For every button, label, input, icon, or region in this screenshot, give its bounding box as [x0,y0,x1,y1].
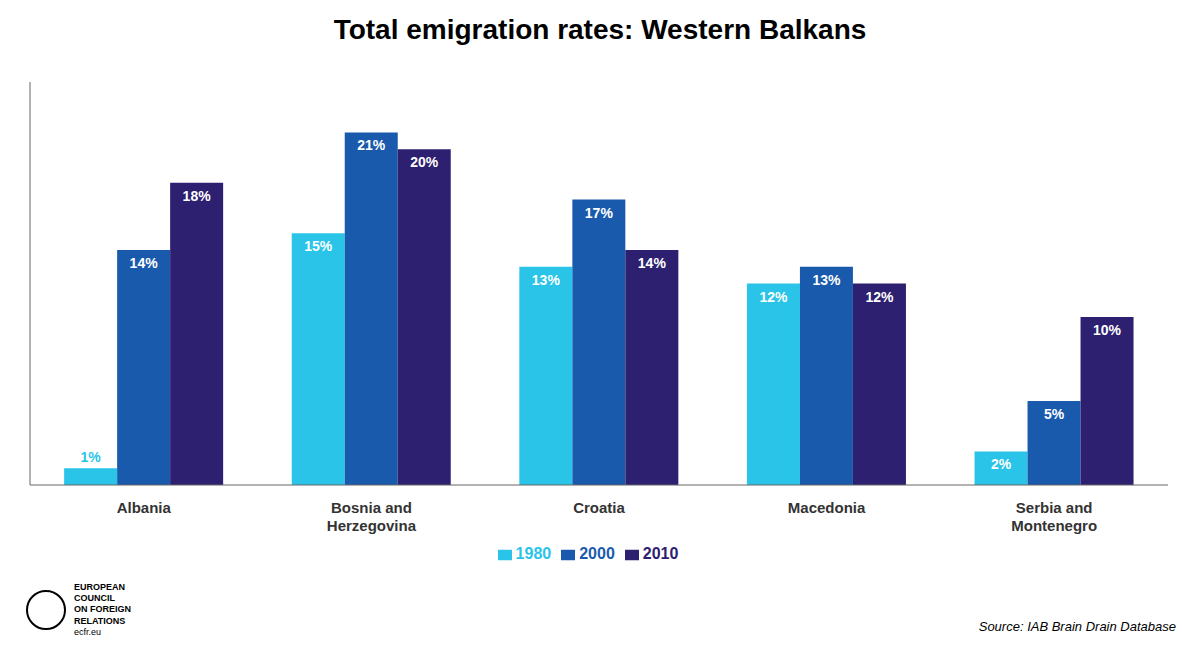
html-text:COUNCIL: COUNCIL [74,593,115,603]
svg-text:15%: 15% [304,238,333,254]
svg-text:14%: 14% [638,255,667,271]
html-text:1980: 1980 [515,545,552,562]
svg-text:14%: 14% [130,255,159,271]
svg-text:17%: 17% [585,205,614,221]
svg-text:18%: 18% [183,188,212,204]
svg-text:5%: 5% [1044,406,1065,422]
html-text:2000: 2000 [579,545,615,562]
html-text:RELATIONS: RELATIONS [74,615,126,626]
html-text:2010: 2010 [642,545,679,562]
html-text:Total emigration rates: Wester: Total emigration rates: Western Balkans [333,14,867,45]
svg-text:2%: 2% [991,456,1012,472]
html-text:Source: IAB Brain Drain Databa: Source: IAB Brain Drain Database [978,619,1176,634]
html-text:ecfr.eu: ecfr.eu [74,626,101,637]
svg-text:10%: 10% [1093,322,1122,338]
html-text:ON FOREIGN: ON FOREIGN [74,604,131,615]
svg-text:Albania: Albania [117,499,172,516]
html-text:EUROPEAN: EUROPEAN [74,581,125,592]
svg-text:Croatia: Croatia [573,499,625,516]
svg-text:21%: 21% [357,137,386,153]
svg-text:12%: 12% [865,289,894,305]
svg-text:13%: 13% [812,272,841,288]
svg-text:20%: 20% [410,154,439,170]
svg-text:12%: 12% [759,289,788,305]
svg-text:Serbia andMontenegro: Serbia andMontenegro [1011,499,1097,534]
svg-text:13%: 13% [532,272,561,288]
svg-text:1%: 1% [81,449,102,465]
svg-text:Bosnia andHerzegovina: Bosnia andHerzegovina [327,499,417,534]
svg-text:Macedonia: Macedonia [788,499,866,516]
